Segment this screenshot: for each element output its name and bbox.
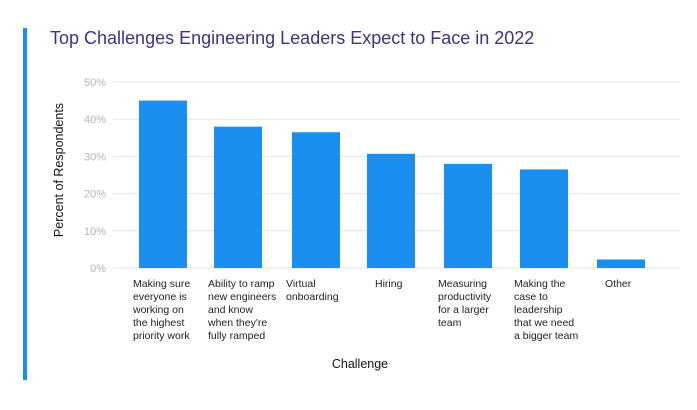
category-label: Ability to ramp new engineers and know when… bbox=[207, 278, 276, 342]
bar bbox=[597, 259, 645, 268]
category-label: Hiring bbox=[375, 278, 403, 290]
bar bbox=[292, 132, 340, 268]
category-label: Other bbox=[605, 278, 632, 290]
y-tick-label: 40% bbox=[84, 114, 106, 126]
category-label: Virtual onboarding bbox=[286, 278, 339, 303]
bar bbox=[444, 163, 492, 268]
bar bbox=[520, 169, 568, 268]
bars bbox=[139, 100, 645, 268]
bar bbox=[139, 100, 187, 268]
y-axis-title: Percent of Respondents bbox=[52, 103, 66, 237]
category-labels: Making sure everyone is working on the high… bbox=[132, 278, 632, 342]
category-label: Making the case to leadership that we need a… bbox=[514, 278, 578, 342]
y-tick-labels: 0% 10% 20% 30% 40% 50% bbox=[84, 77, 106, 275]
accent-bar bbox=[23, 28, 27, 380]
y-tick-label: 50% bbox=[84, 77, 106, 89]
y-tick-label: 10% bbox=[84, 226, 106, 238]
x-axis-title: Challenge bbox=[332, 357, 388, 371]
y-tick-label: 30% bbox=[84, 151, 106, 163]
y-tick-label: 20% bbox=[84, 189, 106, 201]
category-label: Making sure everyone is working on the high… bbox=[132, 278, 190, 342]
chart-title: Top Challenges Engineering Leaders Expec… bbox=[50, 28, 535, 48]
y-tick-label: 0% bbox=[90, 263, 106, 275]
category-label: Measuring productivity for a larger team bbox=[438, 278, 492, 329]
bar bbox=[214, 126, 262, 268]
bar bbox=[367, 153, 415, 268]
